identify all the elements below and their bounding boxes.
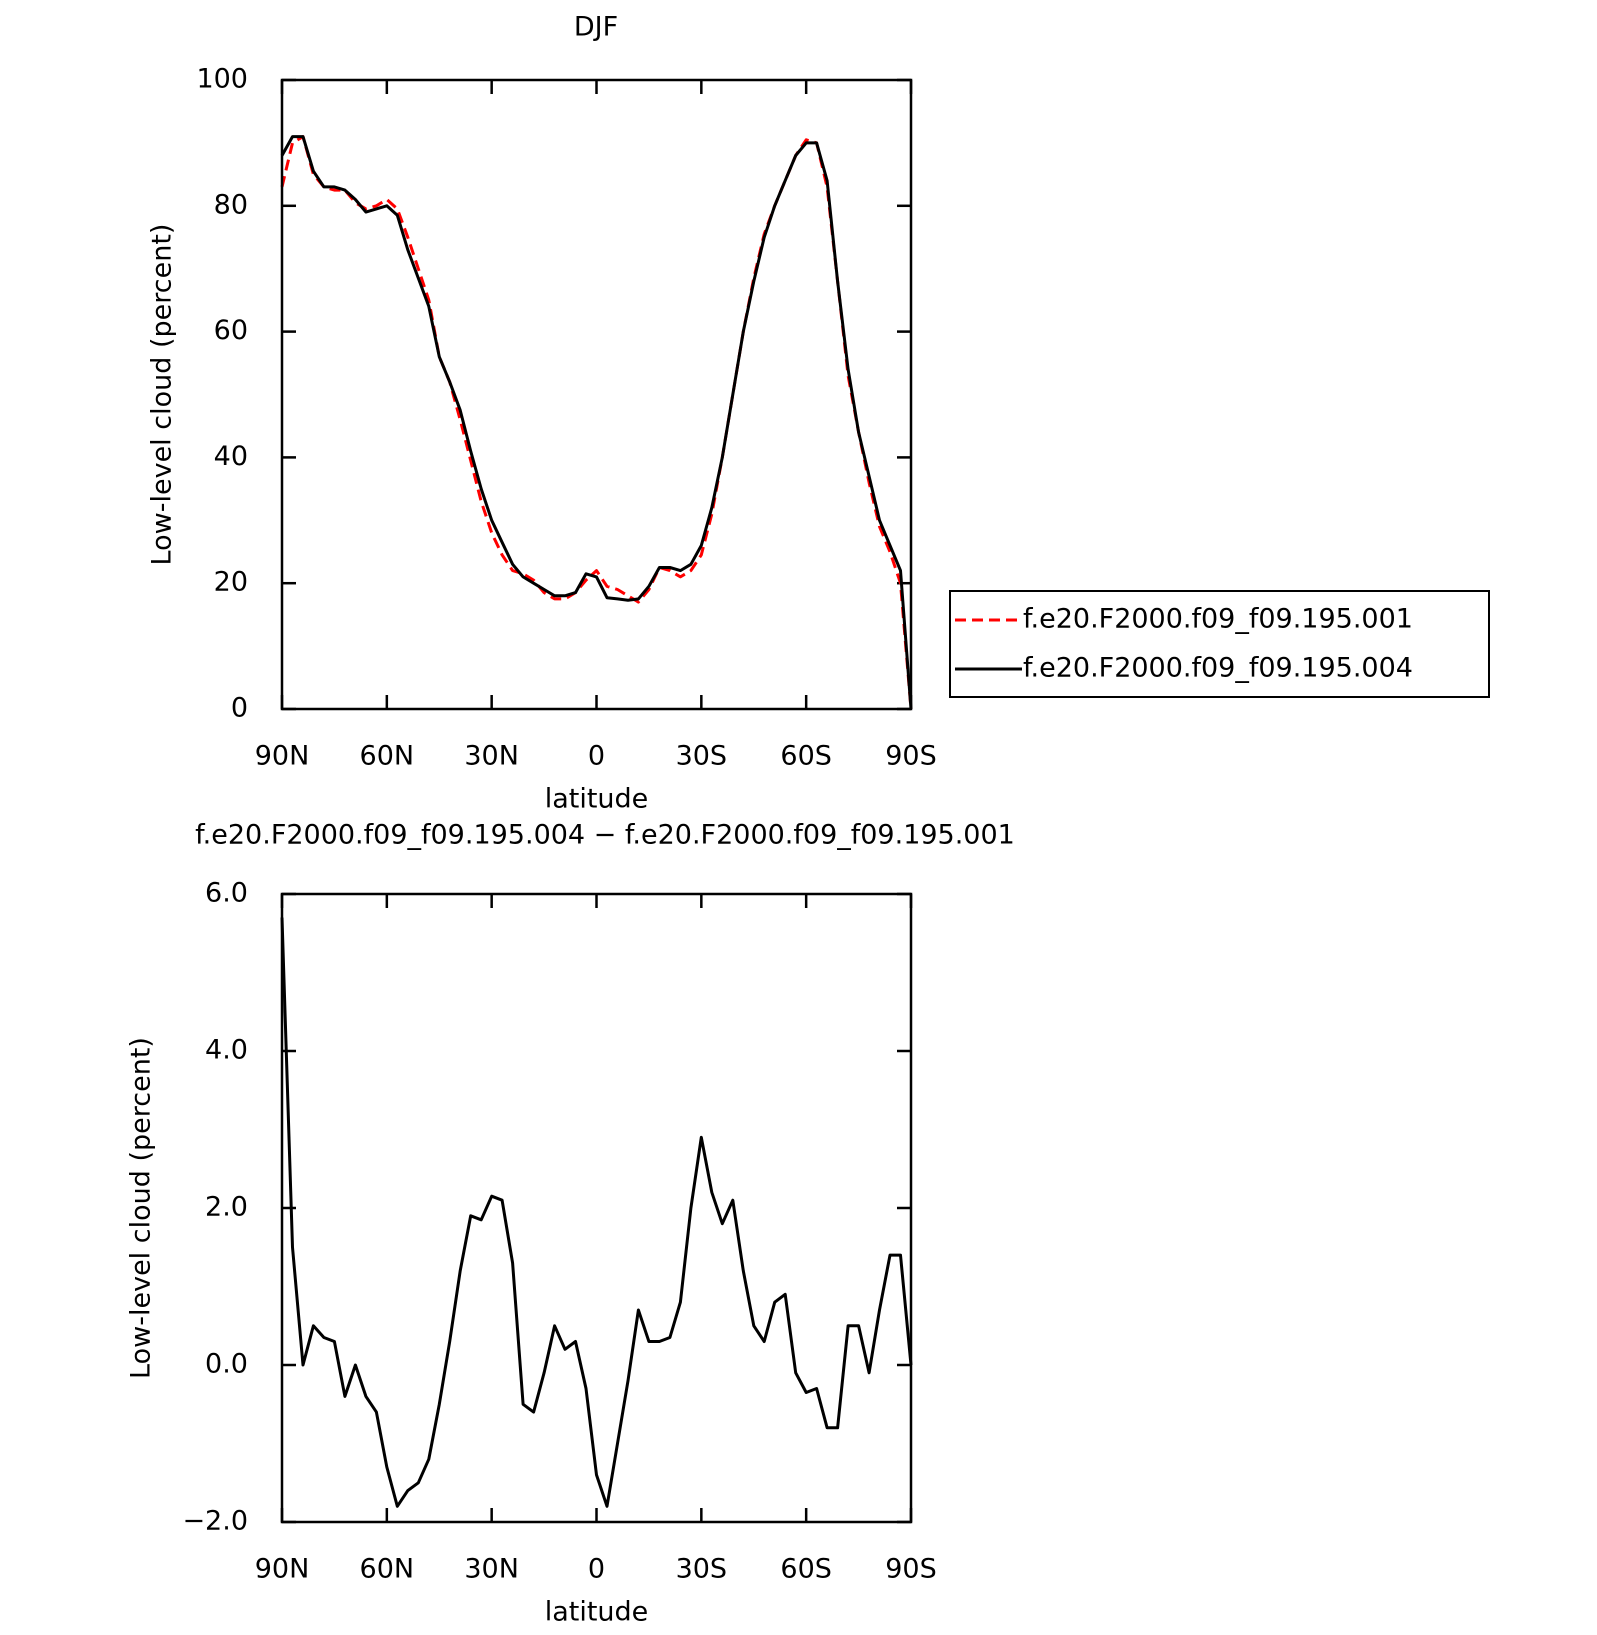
plot-frame (280, 78, 913, 711)
x-tick-label: 60N (360, 741, 415, 772)
x-tick-label: 90N (255, 741, 310, 772)
y-tick-label: 0 (231, 693, 248, 724)
x-tick-label: 30S (676, 741, 728, 772)
plot-frame (280, 892, 913, 1524)
y-tick-label: 6.0 (205, 878, 248, 909)
y-tick-label: 4.0 (205, 1035, 248, 1066)
x-axis-label: latitude (545, 784, 649, 815)
x-tick-label: 60S (780, 741, 832, 772)
y-axis-label: Low-level cloud (percent) (147, 224, 178, 566)
x-tick-label: 0 (588, 1554, 605, 1585)
y-tick-label: −2.0 (182, 1506, 248, 1537)
x-axis-label: latitude (545, 1597, 649, 1628)
x-tick-label: 90S (885, 1554, 937, 1585)
legend-label: f.e20.F2000.f09_f09.195.001 (1023, 604, 1413, 635)
x-tick-label: 60S (780, 1554, 832, 1585)
legend-box (949, 590, 1490, 698)
x-tick-label: 30N (464, 741, 519, 772)
legend-label: f.e20.F2000.f09_f09.195.004 (1023, 653, 1413, 684)
y-tick-label: 80 (214, 189, 248, 220)
x-tick-label: 0 (588, 741, 605, 772)
chart-title: DJF (574, 12, 618, 43)
y-tick-label: 2.0 (205, 1192, 248, 1223)
y-tick-label: 60 (214, 315, 248, 346)
y-tick-label: 40 (214, 441, 248, 472)
x-tick-label: 60N (360, 1554, 415, 1585)
x-tick-label: 90N (255, 1554, 310, 1585)
y-axis-label: Low-level cloud (percent) (126, 1037, 157, 1379)
x-tick-label: 30N (464, 1554, 519, 1585)
data-line (280, 135, 913, 710)
y-tick-label: 100 (196, 64, 248, 95)
x-tick-label: 30S (676, 1554, 728, 1585)
data-line (280, 135, 913, 710)
y-tick-label: 0.0 (205, 1349, 248, 1380)
data-line (280, 917, 913, 1508)
chart-title: f.e20.F2000.f09_f09.195.004 − f.e20.F200… (195, 820, 1015, 851)
x-tick-label: 90S (885, 741, 937, 772)
y-tick-label: 20 (214, 567, 248, 598)
